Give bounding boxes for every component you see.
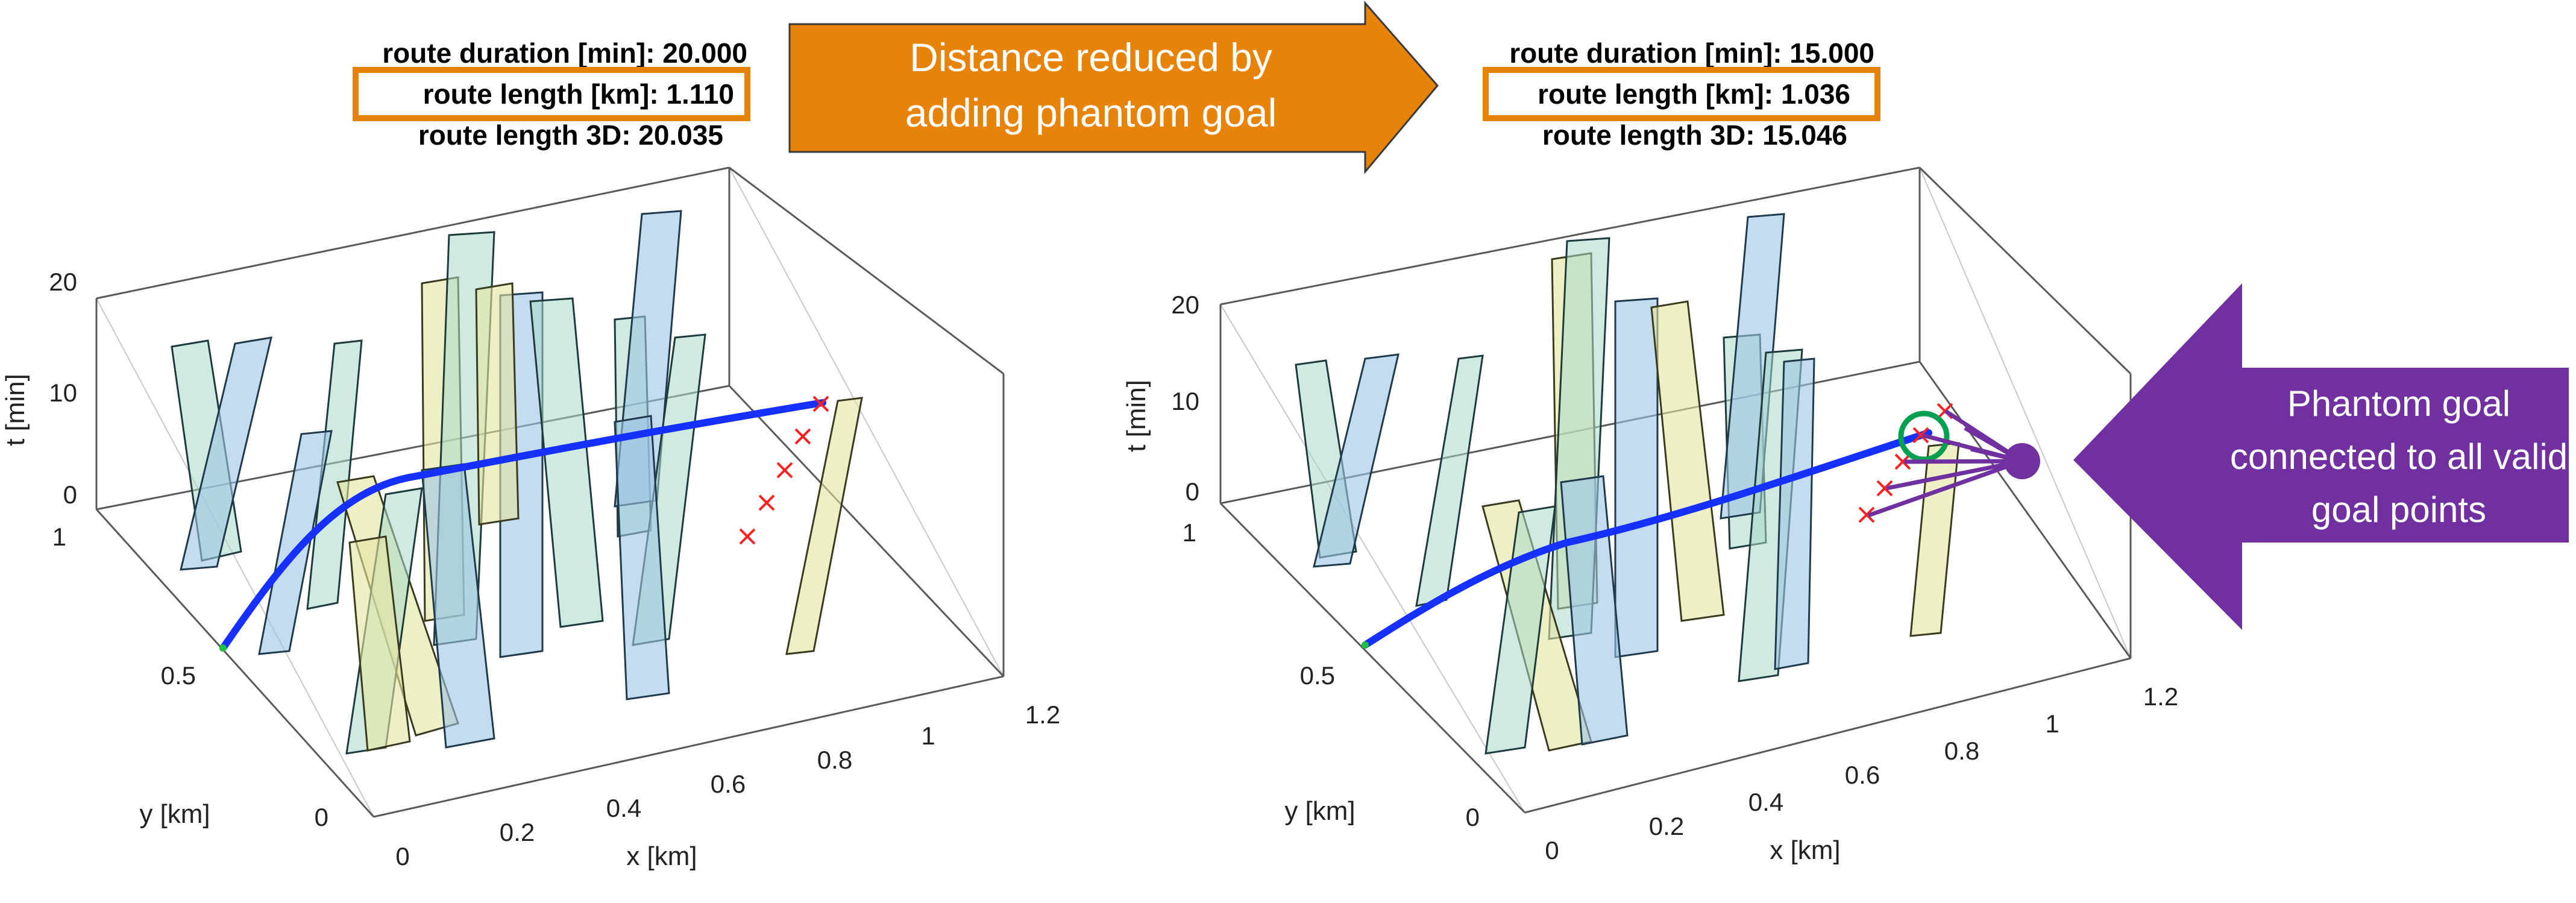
obstacle — [1415, 354, 1484, 607]
phantom-callout-line1: Phantom goal — [2287, 383, 2510, 424]
left-t-tick: 20 — [49, 268, 77, 296]
left-t-tick: 0 — [63, 480, 77, 509]
left-x-tick: 0.8 — [817, 746, 852, 774]
right-y-tick: 1 — [1183, 518, 1196, 547]
right-t-tick: 0 — [1186, 477, 1199, 506]
left-x-tick: 0.4 — [606, 794, 641, 822]
left-top-right-edge — [729, 166, 1004, 375]
right-y-tick: 0 — [1466, 803, 1480, 831]
orange-arrow-shape — [788, 1, 1439, 175]
obstacle — [529, 297, 604, 628]
right-length-label: route length [km]: 1.036 — [1538, 78, 1850, 110]
obstacle — [348, 535, 411, 752]
obstacle — [180, 336, 272, 571]
obstacle — [475, 282, 520, 526]
right-x-tick: 0.2 — [1649, 812, 1684, 840]
right-duration-label: route duration [min]: 15.000 — [1509, 37, 1874, 69]
right-obstacles — [1295, 213, 1960, 755]
obstacle — [1484, 505, 1556, 755]
right-y-axis-label: y [km] — [1284, 796, 1355, 826]
left-y-tick: 1 — [52, 523, 66, 551]
left-base-right-edge — [728, 385, 1005, 678]
goal-x-icon — [739, 528, 756, 545]
left-y-axis-line — [95, 508, 375, 818]
left-route-line — [219, 399, 826, 652]
obstacle — [1614, 297, 1659, 658]
left-y-axis-label: y [km] — [139, 799, 210, 829]
left-obstacles — [171, 210, 863, 755]
right-x-axis-label: x [km] — [1770, 835, 1840, 865]
left-t-axis-label: t [min] — [1, 374, 30, 446]
left-x-axis-line — [373, 675, 1004, 818]
right-x-tick: 1 — [2045, 710, 2059, 738]
goal-x-icon — [1876, 480, 1893, 497]
goal-x-icon — [812, 395, 829, 412]
selected-goal-circle — [1898, 411, 1950, 462]
left-length-label: route length [km]: 1.110 — [423, 78, 734, 110]
phantom-link — [1886, 459, 2023, 491]
right-x-axis-line — [1524, 657, 2131, 814]
left-length-highlight-box — [353, 67, 750, 121]
goal-x-icon — [758, 494, 775, 511]
goal-x-icon — [776, 462, 793, 479]
right-t-axis-label: t [min] — [1122, 380, 1151, 452]
left-x-tick: 0 — [395, 842, 409, 870]
left-goal-markers — [739, 395, 829, 545]
left-x-tick: 1 — [921, 722, 935, 750]
goal-x-icon — [1858, 506, 1875, 523]
obstacle — [1909, 442, 1960, 637]
phantom-goal-node — [2004, 443, 2040, 479]
left-plot: route duration [min]: 20.000 route lengt… — [1, 37, 1060, 871]
purple-arrow-shape — [2073, 283, 2569, 630]
arrow-callout-line2: adding phantom goal — [905, 90, 1277, 135]
phantom-callout-line3: goal points — [2311, 489, 2486, 530]
left-top-back-edge — [96, 166, 730, 300]
right-x-tick: 1.2 — [2143, 682, 2178, 711]
goal-x-icon — [1894, 453, 1911, 470]
phantom-goal-connections — [1867, 409, 2040, 518]
right-base-right-edge — [1918, 361, 2132, 659]
right-top-right-edge — [1918, 166, 2132, 375]
right-route-line — [1362, 429, 1932, 649]
left-start-point — [219, 644, 227, 652]
right-t-tick: 20 — [1171, 291, 1199, 319]
left-x-axis-label: x [km] — [626, 842, 697, 871]
obstacle — [1774, 357, 1815, 670]
right-x-tick: 0 — [1545, 836, 1559, 864]
left-x-tick: 0.6 — [711, 770, 746, 798]
phantom-callout-line2: connected to all valid — [2230, 436, 2568, 477]
left-x-tick: 1.2 — [1025, 700, 1060, 729]
right-length3d-label: route length 3D: 15.046 — [1542, 119, 1847, 151]
arrow-callout-line1: Distance reduced by — [909, 35, 1272, 80]
right-plot: route duration [min]: 15.000 route lengt… — [1122, 37, 2178, 865]
goal-x-icon — [794, 428, 811, 445]
obstacle — [614, 415, 670, 700]
obstacle — [306, 339, 363, 610]
right-y-axis-line — [1219, 502, 1526, 814]
phantom-link — [1904, 459, 2023, 464]
right-t-tick: 10 — [1171, 387, 1199, 415]
right-x-tick: 0.8 — [1944, 737, 1979, 765]
obstacle — [1650, 300, 1725, 622]
left-y-tick: 0.5 — [161, 661, 196, 690]
goal-x-icon — [1912, 427, 1929, 444]
distance-reduced-arrow-callout: Distance reduced by adding phantom goal — [788, 1, 1439, 175]
right-x-tick: 0.6 — [1845, 761, 1880, 789]
right-y-tick: 0.5 — [1300, 661, 1335, 690]
right-top-back-edge — [1220, 166, 1920, 306]
right-length-highlight-box — [1483, 67, 1880, 121]
phantom-link — [1867, 459, 2023, 518]
right-x-tick: 0.4 — [1748, 788, 1783, 816]
right-start-point — [1362, 641, 1369, 649]
obstacle — [1313, 353, 1400, 568]
left-length3d-label: route length 3D: 20.035 — [418, 119, 723, 151]
left-t-tick: 10 — [49, 379, 77, 407]
left-x-tick: 0.2 — [500, 818, 535, 846]
left-duration-label: route duration [min]: 20.000 — [382, 37, 747, 69]
phantom-goal-callout: Phantom goal connected to all valid goal… — [2073, 283, 2569, 630]
obstacle — [785, 397, 863, 655]
left-y-tick: 0 — [315, 803, 328, 831]
